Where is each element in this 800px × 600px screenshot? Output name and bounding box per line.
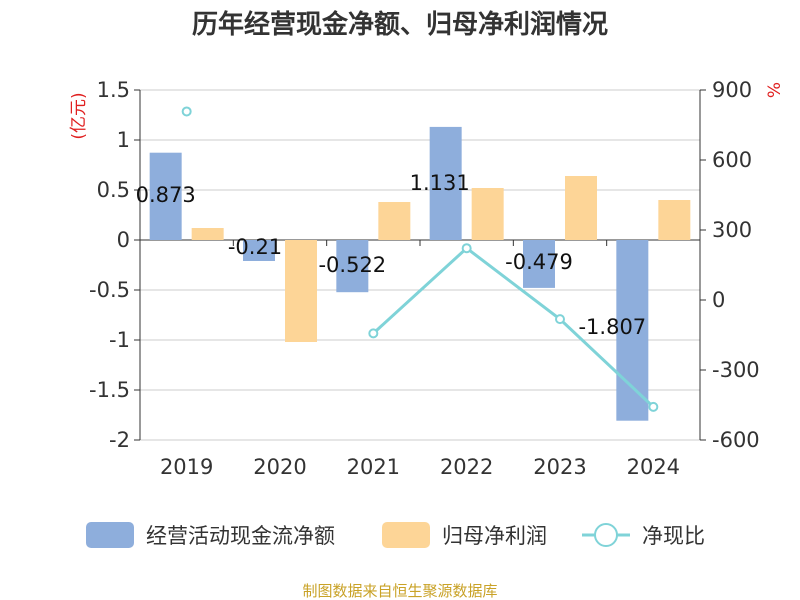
net-profit-bar bbox=[471, 188, 504, 240]
category-label: 2020 bbox=[253, 455, 306, 479]
net-profit-bar bbox=[658, 200, 691, 240]
left-tick-label: 1 bbox=[117, 128, 130, 152]
cashflow-data-label: -1.807 bbox=[578, 315, 646, 339]
cashflow-data-label: -0.21 bbox=[228, 235, 282, 259]
left-tick-label: 1.5 bbox=[97, 78, 130, 102]
ratio-point bbox=[181, 106, 192, 117]
left-tick-label: 0.5 bbox=[97, 178, 130, 202]
category-label: 2019 bbox=[160, 455, 213, 479]
legend-swatch-cashflow bbox=[86, 522, 134, 548]
ratio-point bbox=[368, 328, 379, 339]
ratio-point bbox=[648, 401, 659, 412]
net-profit-bar bbox=[285, 240, 317, 342]
cashflow-bar bbox=[336, 240, 369, 293]
right-tick-label: -300 bbox=[712, 358, 760, 382]
cashflow-data-label: -0.522 bbox=[318, 253, 386, 277]
left-tick-label: -1.5 bbox=[89, 378, 130, 402]
source-note: 制图数据来自恒生聚源数据库 bbox=[302, 582, 497, 600]
ratio-point bbox=[555, 314, 565, 325]
category-label: 2022 bbox=[440, 455, 493, 479]
left-tick-label: -1 bbox=[109, 328, 130, 352]
cashflow-bar bbox=[429, 126, 462, 240]
cashflow-bar bbox=[149, 152, 182, 240]
chart-title: 历年经营现金净额、归母净利润情况 bbox=[192, 9, 608, 40]
cashflow-data-label: 0.873 bbox=[136, 183, 196, 207]
cashflow-data-label: -0.479 bbox=[505, 250, 573, 274]
ratio-line bbox=[181, 106, 659, 412]
left-tick-label: -2 bbox=[109, 428, 130, 452]
right-tick-label: 600 bbox=[712, 148, 752, 172]
net-profit-bar bbox=[565, 176, 597, 240]
right-tick-label: -600 bbox=[712, 428, 760, 452]
legend-label-net-profit: 归母净利润 bbox=[442, 524, 547, 548]
cashflow-data-label: 1.131 bbox=[410, 171, 470, 195]
net-profit-bar bbox=[378, 202, 411, 240]
legend-marker-ratio bbox=[594, 523, 618, 547]
axes bbox=[134, 89, 706, 441]
ratio-line-segment bbox=[372, 246, 655, 408]
grid-lines bbox=[140, 89, 700, 441]
category-label: 2021 bbox=[347, 455, 400, 479]
right-tick-label: 0 bbox=[712, 288, 725, 312]
ratio-point bbox=[461, 243, 472, 254]
cashflow-bar bbox=[523, 240, 555, 288]
legend-label-cashflow: 经营活动现金流净额 bbox=[146, 524, 335, 548]
left-axis-unit: (亿元) bbox=[69, 92, 89, 139]
net-profit-bar bbox=[191, 228, 224, 240]
legend-label-ratio: 净现比 bbox=[642, 524, 705, 548]
right-axis-unit: % bbox=[765, 82, 785, 98]
left-tick-label: 0 bbox=[117, 228, 130, 252]
right-tick-label: 900 bbox=[712, 78, 752, 102]
legend-swatch-net-profit bbox=[382, 522, 430, 548]
legend: 经营活动现金流净额 归母净利润 净现比 bbox=[86, 522, 705, 548]
tick-labels: 1.5 1 0.5 0 -0.5 -1 -1.5 -2 900 600 300 0 -300 -600 20… bbox=[89, 78, 760, 479]
category-label: 2023 bbox=[533, 455, 586, 479]
right-tick-label: 300 bbox=[712, 218, 752, 242]
left-tick-label: -0.5 bbox=[89, 278, 130, 302]
data-labels: 0.873 -0.21 -0.522 1.131 -0.479 -1.807 bbox=[136, 171, 647, 339]
cashflow-bar bbox=[616, 240, 649, 421]
category-label: 2024 bbox=[627, 455, 680, 479]
cashflow-bar bbox=[243, 240, 275, 261]
bars bbox=[149, 126, 691, 421]
